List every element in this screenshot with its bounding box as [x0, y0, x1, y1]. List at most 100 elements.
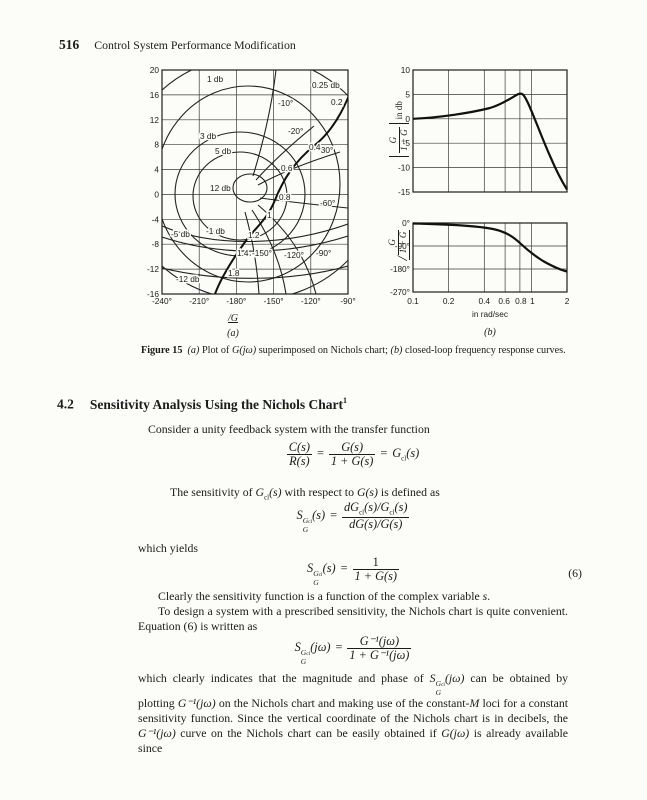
sensitivity-symbol: S Gcl G (s) — [307, 561, 336, 588]
equation-number: (6) — [568, 566, 582, 580]
x-tick: -90° — [340, 296, 355, 306]
closed-loop-magnitude-curve — [412, 92, 568, 191]
phase-axis-label: / G 1 + G — [387, 210, 411, 280]
nichols-plot-frame — [161, 69, 349, 295]
freq-06: 0.6 — [281, 163, 293, 173]
m-locus-3db — [174, 131, 306, 257]
freq-12: 1.2 — [248, 230, 260, 240]
running-title: Control System Performance Modification — [94, 38, 296, 52]
y-tick: 20 — [150, 65, 160, 75]
fraction: C(s) R(s) — [286, 440, 312, 468]
magnitude-y-tick-labels: 10 5 0 -5 -10 -15 — [398, 65, 410, 197]
n-locus-20deg — [255, 125, 315, 181]
y-tick: 16 — [150, 90, 160, 100]
magnitude-plot-frame — [412, 69, 568, 193]
n-label-30: -30° — [318, 145, 333, 155]
freq-18: 1.8 — [228, 268, 240, 278]
y-tick: 4 — [154, 165, 159, 175]
response-grid — [412, 69, 568, 293]
phase-plot-frame — [412, 222, 568, 293]
y-tick: 8 — [154, 140, 159, 150]
x-tick: -240° — [152, 296, 172, 306]
y-tick: 12 — [150, 115, 160, 125]
n-locus-30deg — [257, 151, 341, 186]
x-tick: -210° — [189, 296, 209, 306]
m-locus-12db — [232, 173, 268, 203]
equation-sensitivity-definition: S Gcl G (s) = dGcl(s)/Gcl(s) dG(s)/G(s) — [296, 500, 410, 534]
n-label-10: -10° — [278, 98, 293, 108]
phase-tick: -270° — [390, 287, 410, 297]
n-locus-10deg — [252, 70, 277, 177]
m-label-1db: 1 db — [207, 74, 224, 84]
footnote-marker: 1 — [343, 396, 348, 405]
phase-tick: -180° — [390, 264, 410, 274]
subfigure-a-label: (a) — [227, 328, 239, 339]
freq-08: 0.8 — [279, 192, 291, 202]
paragraph-sensitivity-def: The sensitivity of Gcl(s) with respect t… — [170, 485, 440, 502]
m-label-neg5db: -5 db — [171, 229, 190, 239]
y-tick: 0 — [154, 189, 159, 199]
nichols-x-tick-labels: -240° -210° -180° -150° -120° -90° — [152, 296, 356, 306]
section-title: Sensitivity Analysis Using the Nichols C… — [89, 396, 344, 412]
paragraph-which-yields: which yields — [138, 541, 198, 555]
n-locus-120deg — [251, 209, 287, 294]
n-label-20: -20° — [288, 126, 303, 136]
frequency-axis-label: in rad/sec — [472, 309, 508, 319]
paragraph-to-design: To design a system with a prescribed sen… — [138, 604, 568, 633]
w-tick: 1 — [530, 296, 535, 306]
y-tick: -12 — [147, 264, 159, 274]
paragraph-clearly: Clearly the sensitivity function is a fu… — [158, 589, 491, 603]
freq-04: 0.4 — [309, 142, 321, 152]
y-tick: -16 — [147, 289, 159, 299]
frequency-x-tick-labels: 0.1 0.2 0.4 0.6 0.8 1 2 — [407, 296, 569, 306]
phase-y-tick-labels: 0° -90° -180° -270° — [390, 218, 410, 297]
m-label-neg1db: -1 db — [206, 226, 225, 236]
m-label-12db: 12 db — [210, 183, 231, 193]
y-tick: -8 — [152, 239, 160, 249]
n-label-60: -60° — [320, 198, 335, 208]
nichols-y-tick-labels: 20 16 12 8 4 0 -4 -8 -12 -16 — [147, 65, 159, 299]
phase-tick: 0° — [402, 218, 410, 228]
w-tick: 2 — [565, 296, 570, 306]
w-tick: 0.8 — [515, 296, 527, 306]
n-locus-150deg — [244, 211, 260, 294]
nichols-loci — [162, 70, 348, 294]
w-tick: 0.1 — [407, 296, 419, 306]
sensitivity-symbol-inline: S Gcl G (jω) — [429, 671, 465, 697]
w-tick: 0.2 — [443, 296, 455, 306]
page-header: 516 Control System Performance Modificati… — [59, 36, 296, 54]
sensitivity-symbol: S Gcl G (jω) — [294, 640, 331, 667]
figure-caption-label: Figure 15 — [141, 345, 183, 356]
frequency-response-charts: 10 5 0 -5 -10 -15 0° -90° -180° -270° 0.… — [390, 65, 570, 338]
m-label-3db: 3 db — [200, 131, 217, 141]
m-locus-5db — [192, 151, 288, 241]
w-tick: 0.6 — [498, 296, 510, 306]
paragraph-intro: Consider a unity feedback system with th… — [148, 422, 430, 436]
x-tick: -150° — [264, 296, 284, 306]
paragraph-conclusion: which clearly indicates that the magnitu… — [138, 671, 568, 755]
m-label-025db: 0.25 db — [312, 80, 340, 90]
m-label-neg12db: -12 db — [176, 274, 200, 284]
mag-tick: -10 — [398, 163, 410, 173]
phase-angle-fraction: / G 1 + G — [387, 229, 411, 261]
sensitivity-symbol: S Gcl G (s) — [296, 507, 326, 534]
m-loci-labels: 1 db 0.25 db 3 db 5 db 12 db -1 db -5 db… — [170, 73, 342, 286]
n-locus-60deg — [259, 197, 348, 209]
n-loci-labels: -10° -20° -30° -60° -90° -120° -150° — [251, 97, 337, 262]
freq-1: 1 — [267, 210, 272, 220]
g-jw-curve — [214, 95, 348, 294]
n-label-120: -120° — [284, 250, 304, 260]
n-label-150: -150° — [252, 248, 272, 258]
mag-tick: 0 — [405, 114, 410, 124]
frequency-point-labels: 0.2 0.4 0.6 0.8 1 1.2 1.4 1.8 — [227, 96, 345, 280]
y-tick: -4 — [152, 214, 160, 224]
x-tick: -180° — [226, 296, 246, 306]
n-label-90: -90° — [316, 248, 331, 258]
phase-tick: -90° — [395, 241, 410, 251]
m-locus-025db — [162, 70, 348, 294]
fraction: G(s) 1 + G(s) — [328, 440, 376, 468]
equation-sensitivity-inverse: S Gcl G (jω) = G⁻¹(jω) 1 + G⁻¹(jω) — [294, 634, 412, 667]
in-db-label: in db — [394, 101, 404, 120]
